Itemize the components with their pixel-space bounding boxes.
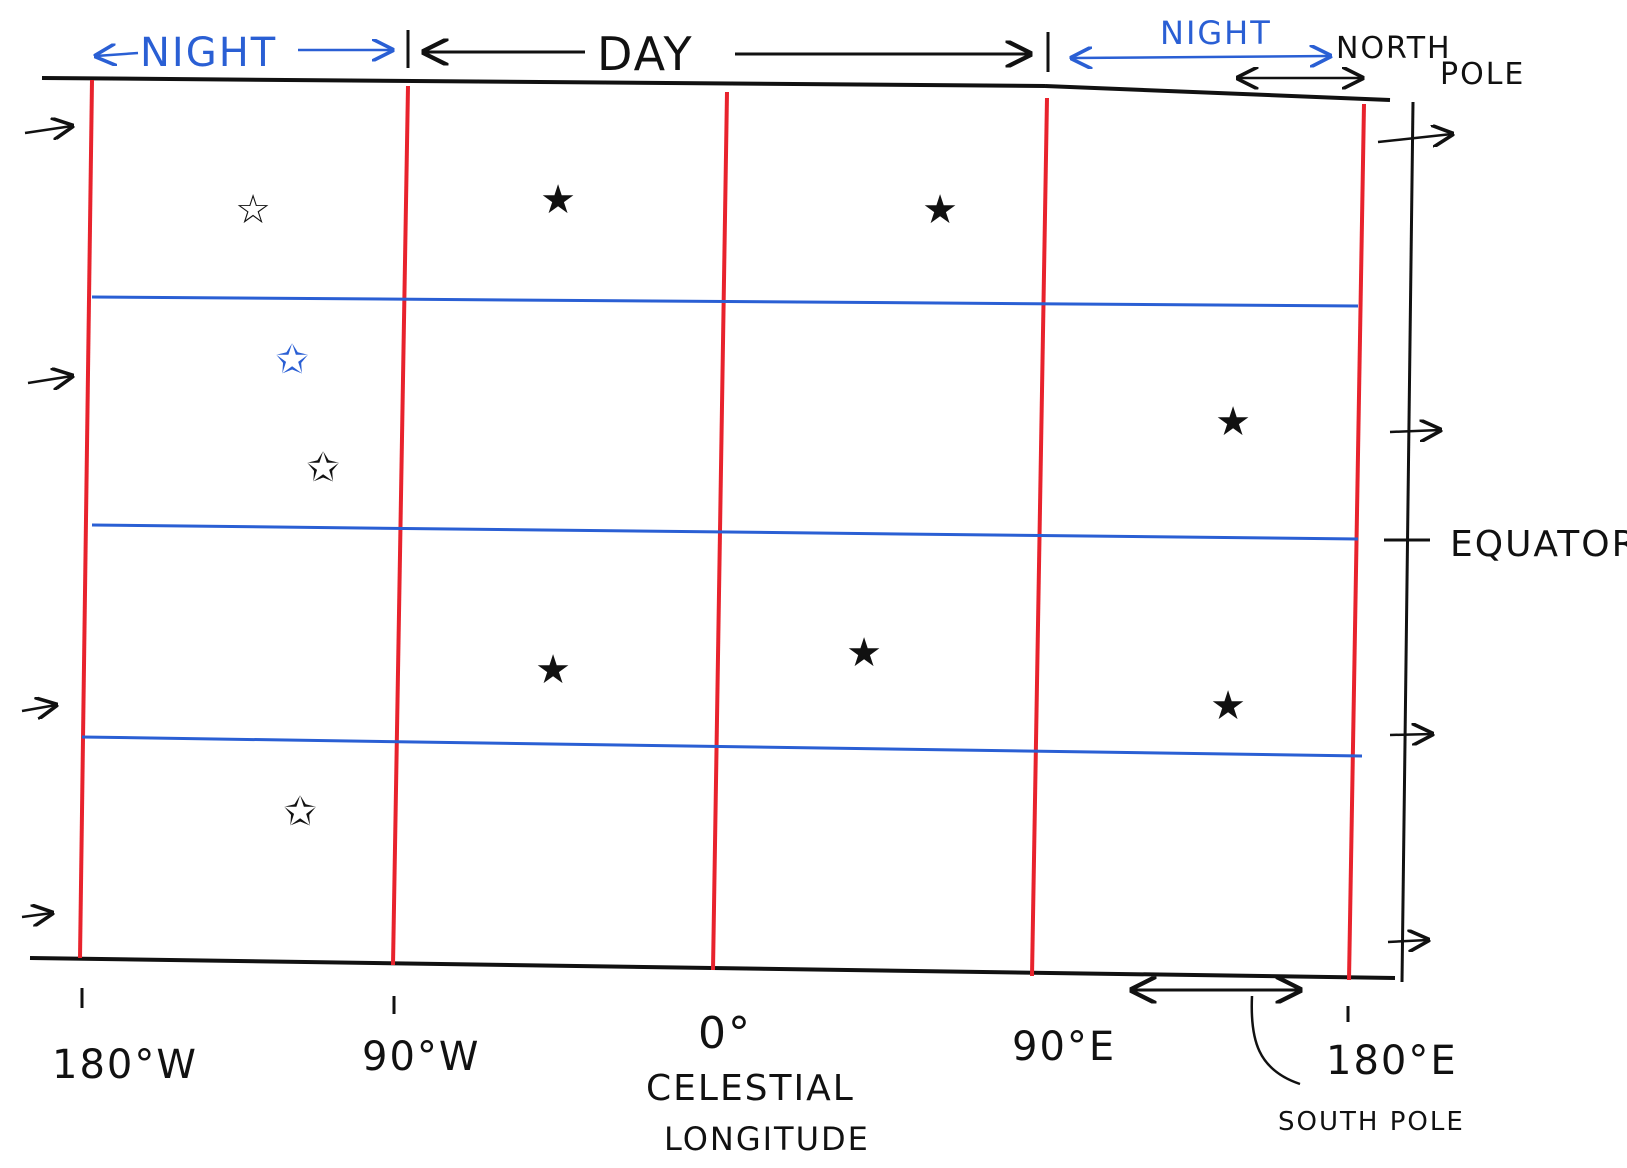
lon-180e-label: 180°E	[1326, 1038, 1458, 1084]
night-left-label: NIGHT	[140, 30, 277, 76]
arrow-left-3	[21, 705, 56, 711]
equator-label: EQUATOR	[1450, 524, 1627, 565]
star-5: ✩	[306, 445, 340, 491]
night-right-arrow	[1072, 56, 1330, 58]
celestial-label: CELESTIAL	[646, 1068, 855, 1109]
south-pole-label: SOUTH POLE	[1278, 1107, 1465, 1137]
stars: ☆ ★ ★ ✩ ✩ ★ ★ ★ ★ ✩	[235, 177, 1251, 835]
arrow-left-2	[27, 376, 72, 383]
arrow-left-1	[24, 126, 72, 133]
star-8: ★	[846, 630, 882, 676]
parallel-lines	[81, 295, 1363, 758]
right-axis	[1400, 101, 1415, 983]
star-9: ★	[1210, 683, 1246, 729]
right-outgoing-arrows	[1377, 134, 1452, 942]
parallel-north	[91, 295, 1359, 308]
lon-0-label: 0°	[698, 1008, 752, 1059]
lon-90w-label: 90°W	[362, 1034, 480, 1080]
bottom-axis: 180°W 90°W 0° CELESTIAL LONGITUDE 90°E 1…	[52, 988, 1465, 1158]
star-3: ★	[922, 187, 958, 233]
lon-180w-label: 180°W	[52, 1042, 198, 1088]
arrow-right-3	[1389, 734, 1432, 735]
meridian-90w	[391, 85, 410, 966]
parallel-equator	[91, 523, 1359, 541]
north-pole-label-line1: NORTH	[1336, 31, 1452, 66]
top-header: NIGHT DAY NIGHT NORTH POLE	[96, 14, 1525, 92]
star-1: ☆	[235, 187, 271, 233]
arrow-right-1	[1377, 134, 1452, 142]
arrow-right-4	[1387, 940, 1428, 942]
north-pole-label-line2: POLE	[1440, 57, 1525, 92]
meridian-180e	[1347, 103, 1366, 981]
south-pole-pointer	[1250, 995, 1301, 1086]
top-border	[41, 76, 1046, 88]
meridian-180w	[78, 79, 94, 959]
star-10: ✩	[283, 789, 317, 835]
parallel-south	[81, 735, 1363, 758]
top-border-right	[1044, 84, 1391, 102]
night-right-label: NIGHT	[1160, 14, 1272, 52]
day-label: DAY	[597, 27, 694, 81]
star-4: ✩	[275, 337, 309, 383]
meridian-lines	[78, 79, 1366, 981]
arrow-right-2	[1389, 430, 1440, 432]
left-incoming-arrows	[21, 126, 72, 917]
star-6: ★	[1215, 399, 1251, 445]
meridian-90e	[1030, 97, 1049, 977]
lon-90e-label: 90°E	[1012, 1024, 1116, 1070]
arrow-left-4	[21, 913, 52, 917]
night-left-arrow-start	[96, 53, 139, 56]
star-2: ★	[540, 177, 576, 223]
longitude-label: LONGITUDE	[664, 1120, 870, 1158]
star-7: ★	[535, 647, 571, 693]
